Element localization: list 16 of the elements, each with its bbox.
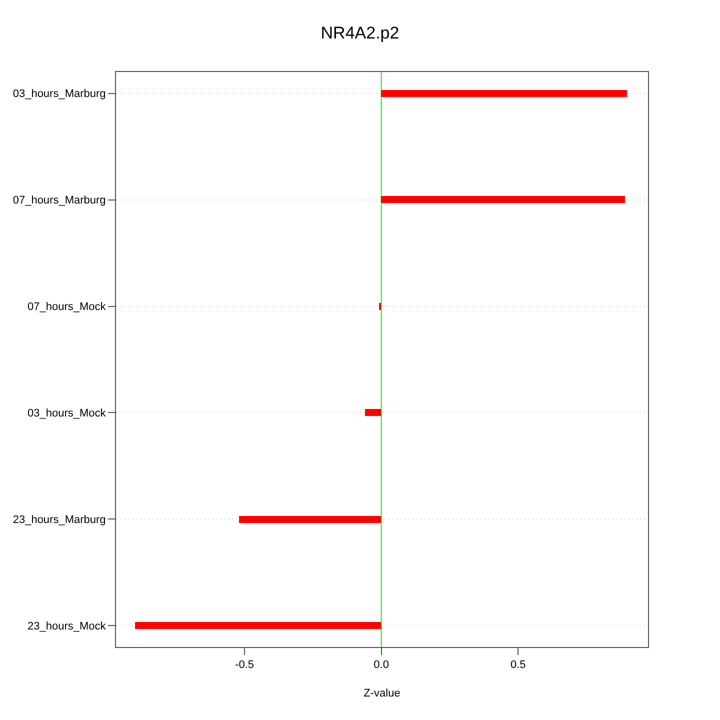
- x-axis-title: Z-value: [364, 687, 400, 700]
- y-tick-label: 23_hours_Mock: [28, 620, 106, 633]
- bar: [381, 196, 625, 203]
- y-tick-label: 03_hours_Marburg: [12, 88, 106, 100]
- y-tick-label: 07_hours_Marburg: [12, 194, 106, 207]
- bar: [381, 90, 627, 97]
- y-tick-label: 23_hours_Marburg: [12, 514, 106, 526]
- bar: [239, 516, 381, 523]
- y-tick-label: 07_hours_Mock: [28, 301, 106, 314]
- bar: [365, 409, 381, 416]
- x-tick-label: 0.5: [510, 659, 526, 672]
- chart-title: NR4A2.p2: [320, 23, 400, 42]
- x-tick-label: 0.0: [374, 659, 389, 672]
- x-tick-label: -0.5: [235, 659, 254, 672]
- y-tick-label: 03_hours_Mock: [28, 408, 106, 420]
- bar: [135, 622, 381, 629]
